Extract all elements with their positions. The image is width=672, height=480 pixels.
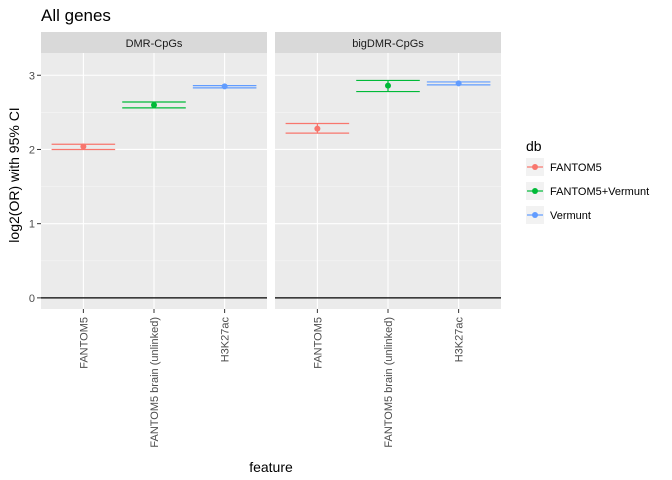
facet-strip (41, 32, 267, 53)
legend-entry: FANTOM5 (526, 158, 602, 176)
y-tick-label: 2 (29, 144, 35, 156)
y-axis: 0 1 2 3 (29, 70, 41, 305)
facet-strip-label: bigDMR-CpGs (352, 38, 424, 50)
data-point (80, 143, 87, 150)
legend-label: Vermunt (550, 210, 591, 222)
legend-entry: Vermunt (526, 206, 591, 224)
facet-strip (275, 32, 501, 53)
y-tick-label: 0 (29, 293, 35, 305)
legend-key-point (532, 188, 538, 194)
data-point (314, 125, 321, 132)
panel-2: bigDMR-CpGs FANTOM5 FANTOM5 brain (unlinke… (275, 32, 501, 448)
facet-strip-label: DMR-CpGs (126, 38, 183, 50)
legend-key-point (532, 212, 538, 218)
x-tick-label: FANTOM5 brain (unlinked) (149, 317, 161, 448)
chart-title: All genes (41, 6, 111, 25)
data-point (151, 101, 157, 108)
x-tick-label: H3K27ac (454, 317, 466, 363)
x-tick-label: FANTOM5 (78, 317, 90, 369)
y-axis-label: log2(OR) with 95% CI (6, 107, 22, 242)
y-tick-label: 3 (29, 70, 35, 82)
panels: DMR-CpGs FANTOM5 FANTOM5 brain (unlinked) H… (41, 32, 501, 448)
legend: db FANTOM5 FANTOM5+Vermunt Vermunt (526, 138, 649, 224)
x-axis-label: feature (249, 459, 293, 475)
legend-entry: FANTOM5+Vermunt (526, 182, 649, 200)
data-point (455, 80, 462, 87)
legend-label: FANTOM5 (550, 162, 602, 174)
legend-title: db (526, 138, 542, 154)
y-tick-label: 1 (29, 219, 35, 231)
panel-1: DMR-CpGs FANTOM5 FANTOM5 brain (unlinked) H… (41, 32, 267, 448)
data-point (221, 83, 228, 90)
x-tick-label: H3K27ac (220, 317, 232, 363)
data-point (385, 82, 391, 89)
x-tick-label: FANTOM5 (312, 317, 324, 369)
legend-label: FANTOM5+Vermunt (550, 186, 649, 198)
x-tick-label: FANTOM5 brain (unlinked) (383, 317, 395, 448)
legend-key-point (532, 164, 538, 170)
